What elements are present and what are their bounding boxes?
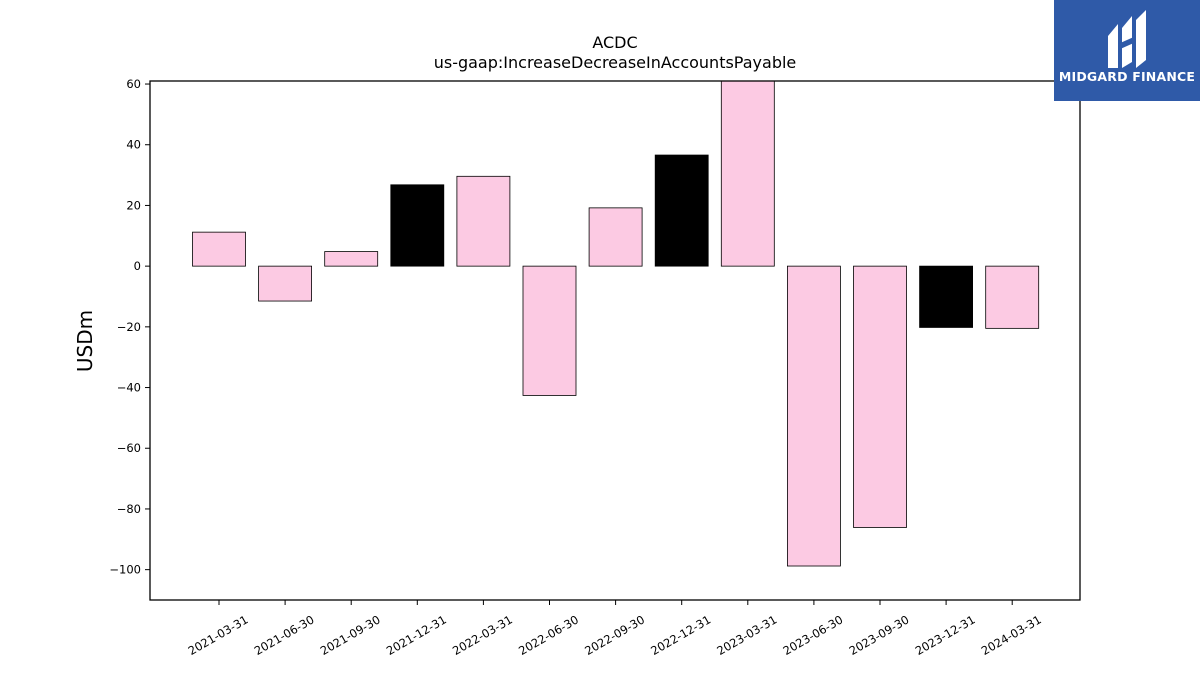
x-tick-label: 2023-12-31 — [913, 612, 978, 658]
bars-group — [192, 80, 1040, 567]
x-tick-label: 2024-03-31 — [979, 612, 1044, 658]
chart-subtitle: us-gaap:IncreaseDecreaseInAccountsPayabl… — [434, 53, 797, 72]
x-tick-label: 2022-06-30 — [516, 612, 581, 658]
x-tick-label: 2023-09-30 — [847, 612, 912, 658]
y-tick-label: 60 — [126, 77, 141, 91]
logo-text: MIDGARD FINANCE — [1058, 69, 1196, 84]
bar-2023-03-31 — [720, 80, 775, 267]
bar-2022-09-30 — [588, 207, 643, 267]
plot-frame — [149, 80, 1081, 601]
x-tick-label: 2022-09-30 — [582, 612, 647, 658]
bar-2021-09-30 — [324, 251, 379, 267]
bar-2022-12-31 — [654, 154, 709, 267]
y-tick-label: −60 — [117, 441, 141, 455]
bar-2022-03-31 — [456, 175, 511, 267]
chart-title: ACDC — [592, 33, 637, 52]
x-tick-label: 2021-06-30 — [252, 612, 317, 658]
y-tick-label: 40 — [126, 138, 141, 152]
y-tick-label: 0 — [134, 259, 141, 273]
midgard-finance-logo: MIDGARD FINANCE — [1054, 0, 1200, 101]
y-axis-label: USDm — [73, 310, 97, 372]
x-tick-label: 2021-12-31 — [384, 612, 449, 658]
x-tick-label: 2021-09-30 — [318, 612, 383, 658]
x-tick-label: 2023-03-31 — [714, 612, 779, 658]
y-tick-label: −80 — [117, 502, 141, 516]
y-tick-label: −100 — [109, 563, 141, 577]
bar-2021-12-31 — [390, 184, 445, 267]
bar-2023-12-31 — [919, 265, 973, 328]
y-tick-label: 20 — [126, 198, 141, 212]
bar-2023-06-30 — [787, 265, 841, 567]
y-axis-ticks: 60 40 20 0 −20 −40 −60 −80 −100 — [109, 77, 150, 577]
x-axis-ticks: 2021-03-31 2021-06-30 2021-09-30 2021-12-31… — [186, 600, 1044, 658]
x-tick-label: 2022-03-31 — [450, 612, 515, 658]
midgard-logo-icon — [1108, 10, 1146, 68]
y-tick-label: −40 — [117, 381, 141, 395]
x-tick-label: 2021-03-31 — [186, 612, 251, 658]
bar-2021-03-31 — [192, 231, 246, 267]
x-tick-label: 2022-12-31 — [648, 612, 713, 658]
y-tick-label: −20 — [117, 320, 141, 334]
bar-2022-06-30 — [522, 265, 577, 396]
bar-2023-09-30 — [853, 265, 907, 528]
bar-2021-06-30 — [258, 265, 313, 302]
x-tick-label: 2023-06-30 — [781, 612, 846, 658]
bar-2024-03-31 — [985, 265, 1040, 329]
